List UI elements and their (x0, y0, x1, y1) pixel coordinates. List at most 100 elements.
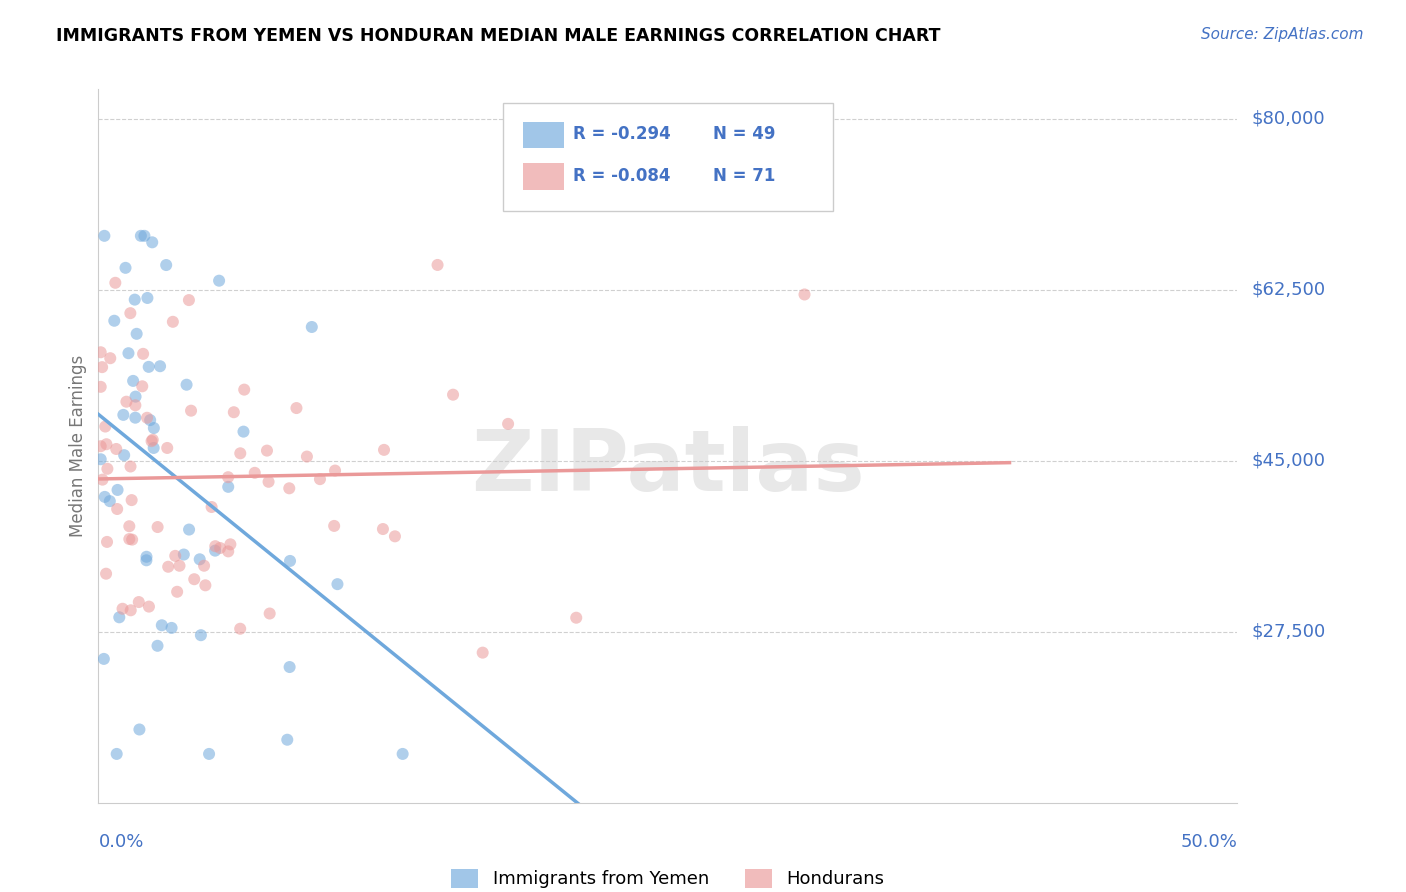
Point (565, 611, 588, 625)
Point (96, 462, 118, 476)
Point (120, 459, 142, 474)
Point (105, 442, 128, 456)
Point (138, 359, 160, 374)
Point (371, 522, 394, 536)
Point (373, 442, 395, 457)
Point (105, 502, 128, 516)
Point (176, 377, 198, 392)
Point (276, 732, 298, 747)
Point (141, 434, 163, 449)
Text: ZIPatlas: ZIPatlas (471, 425, 865, 509)
Point (134, 228, 156, 243)
Point (177, 293, 200, 307)
Point (173, 548, 195, 562)
Point (243, 466, 266, 480)
Point (128, 595, 150, 609)
Point (193, 558, 215, 573)
Point (166, 584, 188, 599)
Point (149, 359, 172, 374)
Text: $62,500: $62,500 (1251, 281, 1326, 299)
Text: R = -0.084: R = -0.084 (574, 167, 671, 185)
Point (124, 293, 146, 307)
Point (326, 577, 349, 591)
Point (120, 603, 142, 617)
Point (136, 291, 159, 305)
Point (156, 441, 179, 455)
Point (157, 559, 180, 574)
Point (301, 320, 323, 334)
Point (232, 425, 254, 439)
Point (107, 483, 129, 497)
Y-axis label: Median Male Earnings: Median Male Earnings (69, 355, 87, 537)
Point (793, 287, 815, 301)
Point (162, 315, 184, 329)
Point (278, 554, 301, 568)
Point (141, 235, 163, 250)
Point (177, 523, 200, 537)
Point (117, 346, 139, 360)
Point (131, 379, 153, 393)
Point (91, 473, 114, 487)
Point (90, 439, 112, 453)
Point (93, 652, 115, 666)
Point (146, 639, 169, 653)
Point (190, 628, 212, 642)
Point (259, 607, 281, 621)
Point (98, 351, 121, 366)
Point (217, 470, 239, 484)
Text: IMMIGRANTS FROM YEMEN VS HONDURAN MEDIAN MALE EARNINGS CORRELATION CHART: IMMIGRANTS FROM YEMEN VS HONDURAN MEDIAN… (56, 27, 941, 45)
Point (278, 481, 301, 495)
Point (98, 494, 121, 508)
Point (94, 566, 117, 581)
Point (91, 360, 114, 375)
Point (208, 274, 231, 288)
Point (233, 383, 256, 397)
Point (160, 621, 183, 635)
Text: N = 49: N = 49 (713, 125, 776, 143)
Point (496, 417, 519, 431)
Point (471, 646, 494, 660)
Point (96, 535, 118, 549)
Point (112, 408, 135, 422)
Point (441, 387, 464, 401)
Point (124, 390, 146, 404)
Point (138, 599, 160, 614)
Point (125, 326, 148, 341)
Point (180, 403, 202, 417)
Text: N = 71: N = 71 (713, 167, 776, 185)
Point (121, 493, 143, 508)
Text: 50.0%: 50.0% (1181, 833, 1237, 851)
Text: 0.0%: 0.0% (98, 833, 143, 851)
Point (94, 419, 117, 434)
Point (323, 519, 346, 533)
Text: $80,000: $80,000 (1251, 110, 1324, 128)
Point (104, 276, 127, 290)
Point (122, 374, 145, 388)
Point (111, 601, 134, 615)
Point (194, 578, 217, 592)
Point (120, 306, 142, 320)
FancyBboxPatch shape (523, 122, 564, 148)
Point (115, 394, 138, 409)
Point (155, 258, 177, 272)
Point (114, 260, 136, 275)
Point (217, 480, 239, 494)
Point (103, 314, 125, 328)
Point (217, 544, 239, 558)
Point (426, 258, 449, 272)
Point (256, 443, 278, 458)
Point (169, 558, 191, 573)
Point (229, 622, 252, 636)
Point (118, 532, 141, 546)
Point (90, 345, 112, 359)
Point (90, 452, 112, 467)
Point (142, 433, 165, 447)
Point (323, 464, 346, 478)
Point (165, 549, 187, 563)
FancyBboxPatch shape (503, 103, 832, 211)
Point (94, 490, 117, 504)
FancyBboxPatch shape (523, 163, 564, 190)
Point (118, 519, 141, 533)
Point (132, 347, 155, 361)
Point (128, 723, 150, 737)
